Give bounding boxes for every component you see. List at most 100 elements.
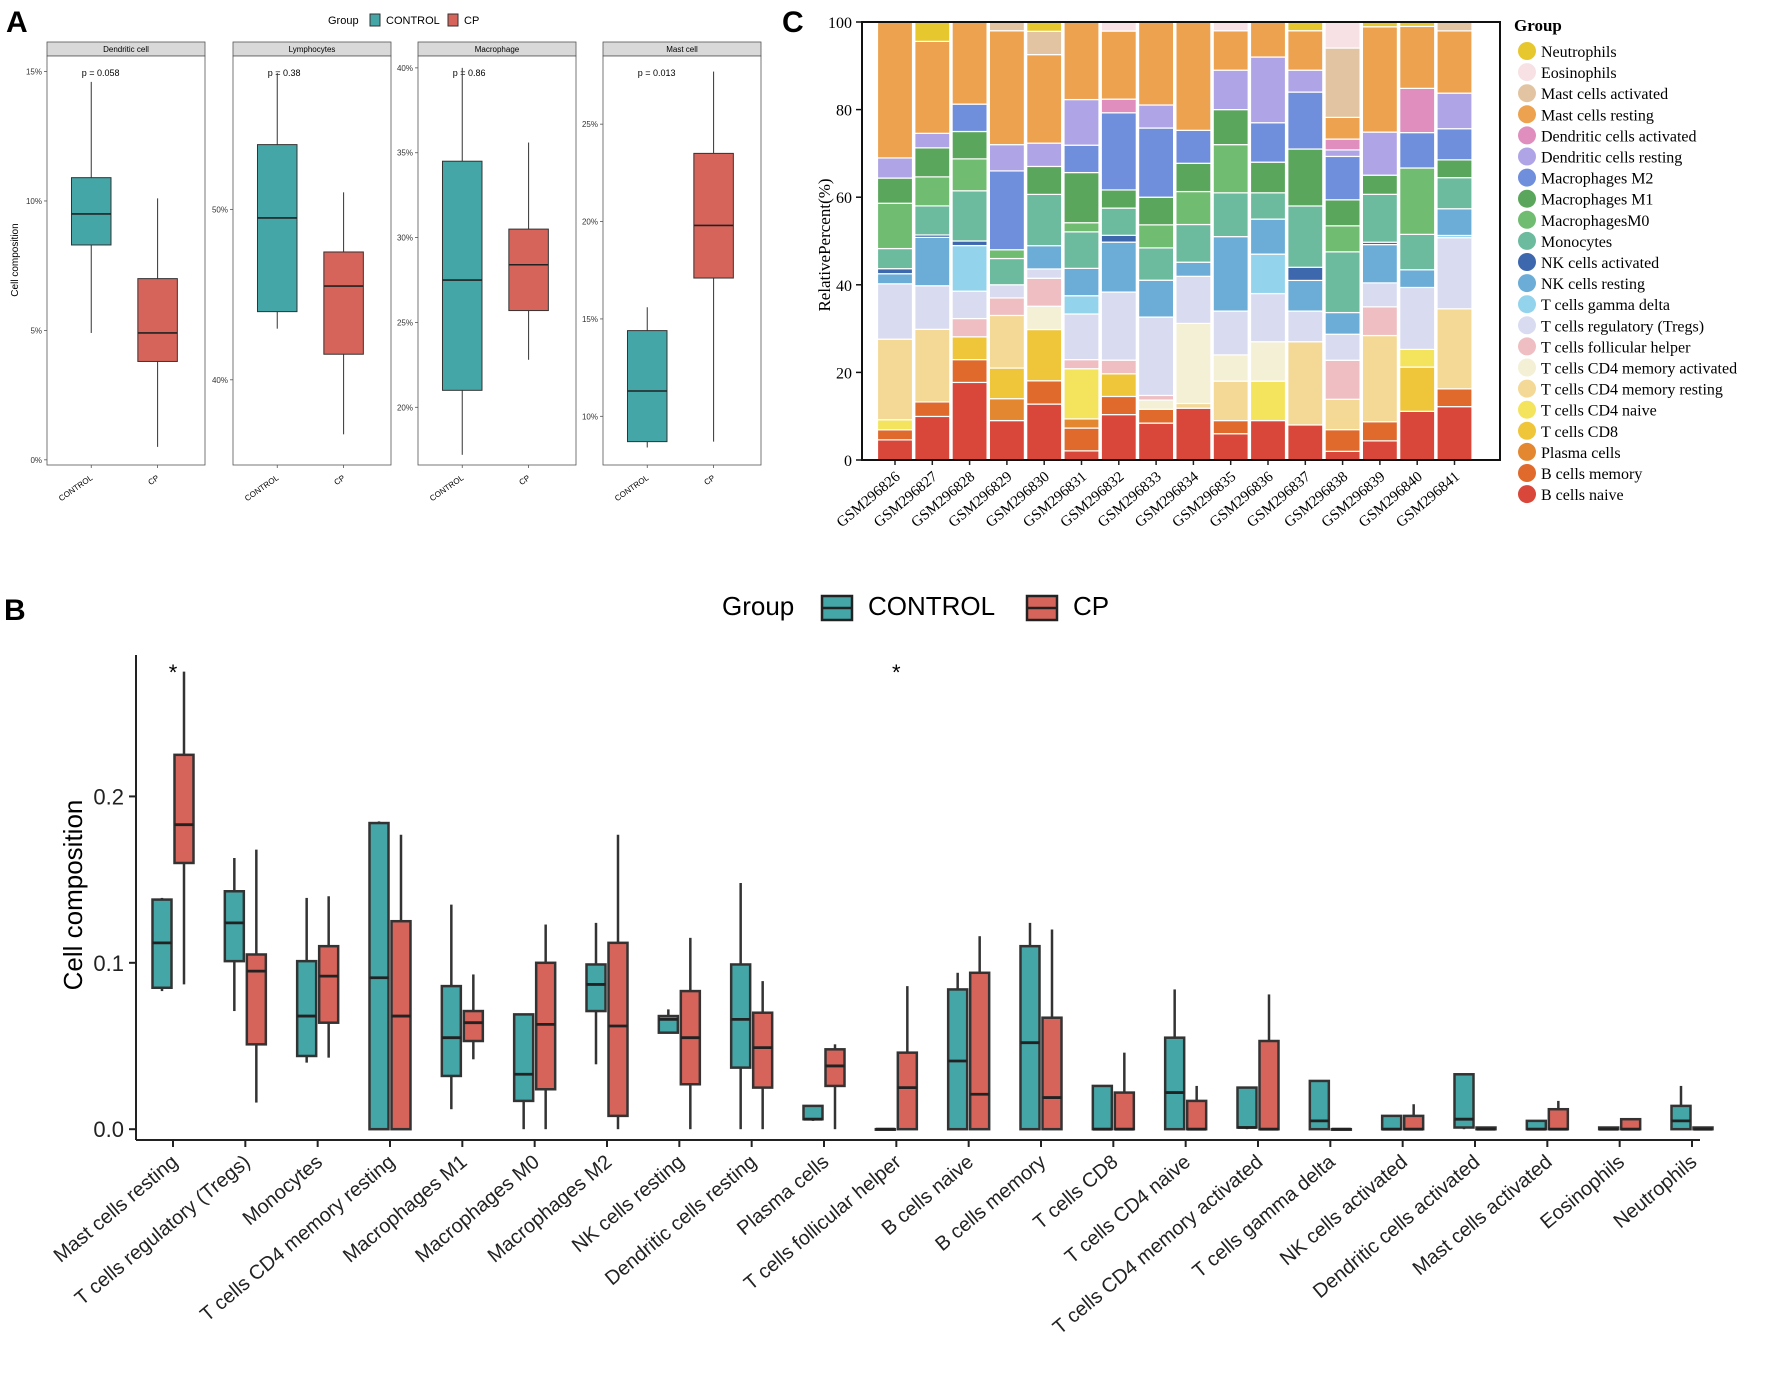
panel-b-nk-cells-activated-box-cp — [1402, 1114, 1425, 1131]
panel-c-legend-monocytes-swatch — [1518, 231, 1536, 250]
panel-a-facet-lymphocytes-ytick-label: 50% — [212, 205, 228, 214]
panel-c-gsm296832-segment-macrophages-m2 — [1100, 112, 1137, 191]
panel-c-gsm296832-segment-macrophages-m1 — [1100, 189, 1137, 209]
panel-c-gsm296827-segment-mast-cells-resting — [914, 40, 951, 134]
panel-c-gsm296838-segment-t-cells-follicular-helper — [1324, 359, 1361, 400]
panel-b-t-cells-cd4-naive-box-control — [1163, 1036, 1186, 1131]
panel-c-gsm296833-segment-t-cells-cd4-memory-activated — [1137, 399, 1175, 410]
panel-c-gsm296835-segment-nk-cells-resting — [1212, 236, 1249, 312]
panel-c-gsm296831-segment-nk-cells-resting — [1063, 267, 1100, 297]
panel-c-legend-b-cells-naive-label: B cells naive — [1541, 487, 1624, 504]
panel-c-legend-mast-cells-activated-label: Mast cells activated — [1541, 86, 1668, 103]
panel-c-gsm296836-segment-t-cells-cd4-naive — [1249, 380, 1287, 422]
panel-c-gsm296840-segment-nk-cells-resting — [1399, 269, 1436, 289]
panel-a-facet-macrophage-xtick-label: CP — [517, 473, 531, 487]
panel-c-gsm296840-segment-macrophages-m2 — [1399, 132, 1436, 169]
panel-a-facet-lymphocytes-frame — [232, 55, 392, 466]
panel-c-gsm296830-segment-t-cells-cd8 — [1026, 328, 1063, 382]
panel-b-plasma-cells-box-control — [802, 1104, 824, 1121]
panel-c-gsm296836-segment-dendritic-cells-resting — [1249, 56, 1287, 124]
panel-a-facet-mast-cell-ytick-label: 10% — [582, 412, 598, 421]
panel-c-gsm296838-segment-b-cells-memory — [1324, 429, 1361, 452]
panel-a-facet-lymphocytes-box-control — [256, 144, 298, 313]
panel-c-ytick-label: 100 — [828, 15, 852, 32]
panel-c-gsm296830-segment-t-cells-regulatory-tregs — [1026, 268, 1063, 279]
panel-a-facet-macrophage-box-cp — [508, 228, 549, 312]
panel-c-gsm296833-segment-t-cells-regulatory-tregs — [1137, 316, 1175, 397]
panel-c-gsm296827-segment-b-cells-naive — [914, 415, 951, 461]
panel-c-legend-mast-cells-activated-swatch — [1518, 84, 1536, 103]
panel-a-facet-dendritic-cell-xtick-label: CP — [146, 473, 160, 487]
panel-c-gsm296830-segment-dendritic-cells-resting — [1026, 142, 1063, 168]
panel-c-gsm296837-segment-macrophages-m1 — [1287, 148, 1324, 207]
panel-a-facet-macrophage-xtick-label: CONTROL — [428, 473, 466, 503]
panel-c-legend-dendritic-cells-activated-swatch — [1518, 126, 1536, 145]
panel-c-legend-title: Group — [1514, 16, 1562, 35]
panel-c-gsm296839-segment-t-cells-regulatory-tregs — [1361, 282, 1399, 308]
panel-c-gsm296829-segment-macrophages-m2 — [988, 170, 1026, 251]
panel-c-gsm296826-segment-b-cells-memory — [876, 429, 914, 441]
panel-c-gsm296839-segment-t-cells-cd4-memory-resting — [1361, 334, 1399, 423]
panel-a-facet-macrophage-ytick-label: 20% — [397, 403, 413, 412]
panel-a-facet-dendritic-cell-ytick-label: 15% — [26, 68, 42, 77]
panel-c-gsm296838-segment-macrophages-m2 — [1324, 155, 1361, 201]
panel-a-facet-mast-cell-xtick-label: CP — [702, 473, 716, 487]
panel-c-legend-nk-cells-resting-label: NK cells resting — [1541, 276, 1645, 293]
panel-b-eosinophils-box-cp — [1619, 1117, 1642, 1131]
panel-b-macrophages-m1-xtick-label: Macrophages M1 — [339, 1151, 472, 1267]
panel-b-nk-cells-activated-xtick-label: NK cells activated — [1276, 1151, 1412, 1270]
panel-c-gsm296832-segment-nk-cells-activated — [1100, 234, 1137, 243]
panel-c-gsm296828-segment-mast-cells-resting — [951, 21, 988, 105]
panel-a-facet-macrophage-ytick-label: 35% — [397, 149, 413, 158]
panel-c-gsm296836-segment-nk-cells-resting — [1249, 218, 1287, 255]
panel-c-legend-dendritic-cells-resting-label: Dendritic cells resting — [1541, 150, 1682, 167]
panel-b-t-cells-gamma-delta-box-control — [1308, 1079, 1331, 1131]
panel-a-facet-dendritic-cell-xtick-label: CONTROL — [57, 473, 95, 503]
panel-c-legend-t-cells-gamma-delta-label: T cells gamma delta — [1541, 297, 1670, 314]
panel-c-gsm296829-segment-t-cells-follicular-helper — [988, 297, 1026, 317]
panel-c-legend-macrophagesm0-label: MacrophagesM0 — [1541, 213, 1649, 230]
panel-a-facet-macrophage-ytick-label: 25% — [397, 318, 413, 327]
panel-c-gsm296836-segment-b-cells-naive — [1249, 419, 1287, 461]
panel-b-macrophages-m2-box-cp — [607, 941, 629, 1118]
panel-b-plasma-cells-box-cp — [824, 1048, 846, 1088]
panel-letter-a: A — [6, 6, 28, 39]
panel-c-gsm296837-segment-t-cells-regulatory-tregs — [1287, 310, 1324, 343]
panel-c-gsm296834-segment-monocytes — [1175, 223, 1212, 263]
panel-c-gsm296836-segment-t-cells-regulatory-tregs — [1249, 292, 1287, 343]
panel-a-facet-lymphocytes-ytick-label: 40% — [212, 376, 228, 385]
panel-c-gsm296831-segment-mast-cells-resting — [1063, 21, 1100, 101]
panel-c-ylabel: RelativePercent(%) — [815, 178, 834, 311]
panel-c-gsm296826-segment-b-cells-naive — [876, 439, 914, 461]
panel-c-gsm296834-segment-b-cells-naive — [1175, 407, 1212, 461]
panel-c-gsm296830-segment-b-cells-naive — [1026, 403, 1063, 461]
panel-a-legend-swatch-cp — [447, 13, 459, 27]
panel-c-gsm296831-segment-dendritic-cells-resting — [1063, 98, 1100, 146]
panel-c-gsm296838-segment-t-cells-cd4-memory-resting — [1324, 398, 1361, 431]
panel-c-gsm296827-segment-monocytes — [914, 205, 951, 236]
panel-b-t-cells-gamma-delta-xtick-label: T cells gamma delta — [1189, 1150, 1341, 1282]
panel-b-legend: Group CONTROL CP — [722, 591, 1109, 622]
panel-c-gsm296839-segment-dendritic-cells-resting — [1361, 131, 1399, 176]
panel-c-gsm296840-segment-t-cells-regulatory-tregs — [1399, 286, 1436, 350]
panel-a-facet-macrophage-title: Macrophage — [475, 45, 520, 54]
panel-c-gsm296836-segment-monocytes — [1249, 192, 1287, 220]
panel-c-legend-mast-cells-resting-label: Mast cells resting — [1541, 107, 1654, 124]
panel-c-gsm296829-segment-t-cells-regulatory-tregs — [988, 284, 1026, 299]
panel-c-legend-macrophages-m2-swatch — [1518, 168, 1536, 187]
panel-c-gsm296838-segment-macrophagesm0 — [1324, 225, 1361, 253]
panel-c-gsm296839-segment-t-cells-follicular-helper — [1361, 306, 1399, 337]
panel-b-t-cells-cd4-naive-box-cp — [1185, 1099, 1208, 1131]
panel-c-gsm296837-segment-macrophages-m2 — [1287, 91, 1324, 150]
panel-c-gsm296826-segment-nk-cells-resting — [876, 273, 914, 285]
panel-c-gsm296832-segment-dendritic-cells-activated — [1100, 98, 1137, 114]
panel-a-facet-macrophage-ytick-label: 30% — [397, 234, 413, 243]
panel-c-legend-eosinophils-swatch — [1518, 63, 1536, 82]
panel-c-gsm296833-segment-macrophagesm0 — [1137, 224, 1175, 249]
panel-a-facet-dendritic-cell-box-control — [70, 177, 112, 246]
panel-c-legend-t-cells-cd8-label: T cells CD8 — [1541, 424, 1618, 441]
panel-b-macrophages-m0-box-control — [512, 1013, 535, 1103]
panel-c-legend-t-cells-cd4-memory-activated-swatch — [1518, 358, 1536, 377]
panel-c-ytick-label: 40 — [836, 278, 852, 295]
panel-c-gsm296840-segment-dendritic-cells-activated — [1399, 87, 1436, 134]
